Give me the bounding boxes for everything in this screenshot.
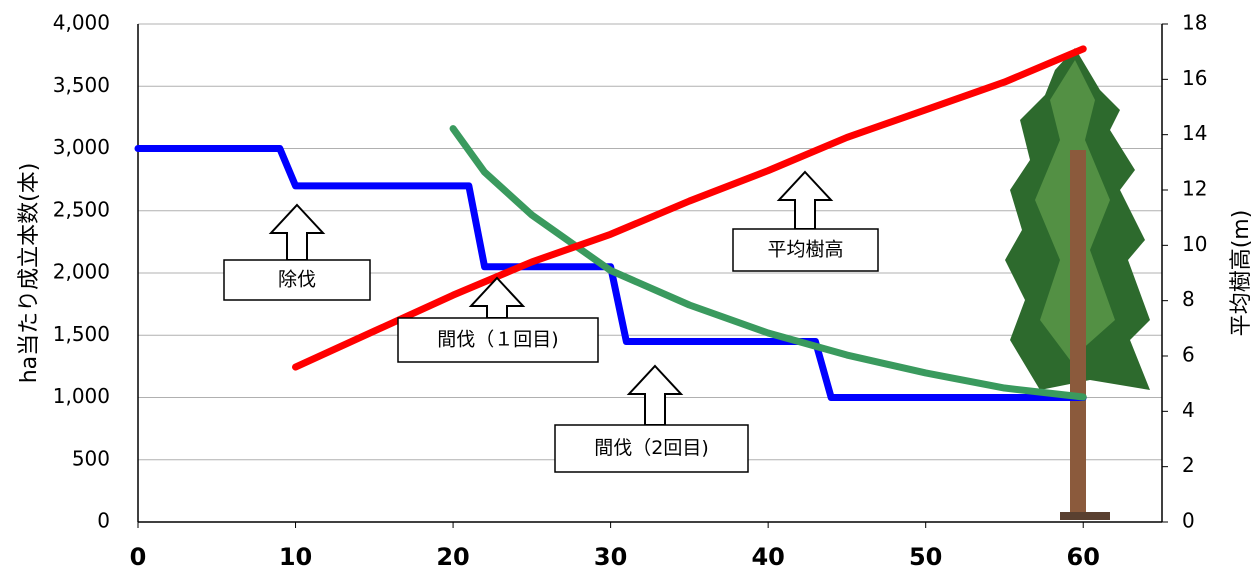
- y-tick-label: 2,500: [53, 197, 110, 221]
- annotation: 平均樹高: [767, 239, 843, 261]
- annotation: 除伐: [278, 269, 316, 291]
- x-tick-label: 20: [436, 543, 469, 571]
- y-tick-label: 0: [97, 509, 110, 533]
- y2-tick-label: 12: [1182, 177, 1207, 201]
- x-tick-label: 60: [1067, 543, 1100, 571]
- annotation: 間伐（１回目): [437, 329, 558, 351]
- callout-arrow: [271, 205, 323, 260]
- callout-arrow: [779, 172, 831, 229]
- x-tick-label: 0: [130, 543, 147, 571]
- y2-tick-label: 8: [1182, 287, 1195, 311]
- y2-tick-label: 0: [1182, 509, 1195, 533]
- x-tick-label: 40: [751, 543, 784, 571]
- y-tick-label: 1,000: [53, 384, 110, 408]
- x-tick-label: 30: [594, 543, 627, 571]
- y-tick-label: 1,500: [53, 322, 110, 346]
- chart: ha当たり成立本数(本) 平均樹高(m) 05001,0001,5002,000…: [0, 0, 1260, 574]
- y2-axis-label: 平均樹高(m): [1229, 210, 1254, 337]
- callout-arrow: [629, 366, 681, 425]
- y2-tick-label: 6: [1182, 343, 1195, 367]
- x-tick-label: 50: [909, 543, 942, 571]
- annotation: 間伐（2回目): [594, 437, 709, 459]
- y2-tick-label: 4: [1182, 398, 1195, 422]
- x-tick-label: 10: [279, 543, 312, 571]
- y-tick-label: 3,000: [53, 135, 110, 159]
- y2-tick-label: 2: [1182, 453, 1195, 477]
- y2-tick-label: 18: [1182, 11, 1207, 35]
- y-tick-label: 2,000: [53, 260, 110, 284]
- y2-tick-label: 16: [1182, 66, 1207, 90]
- y2-tick-label: 14: [1182, 121, 1207, 145]
- y2-tick-label: 10: [1182, 232, 1207, 256]
- y-axis-label: ha当たり成立本数(本): [17, 163, 42, 384]
- y-tick-label: 3,500: [53, 73, 110, 97]
- y-tick-label: 4,000: [53, 11, 110, 35]
- tree-illustration: [1005, 48, 1150, 520]
- y-tick-label: 500: [72, 446, 110, 470]
